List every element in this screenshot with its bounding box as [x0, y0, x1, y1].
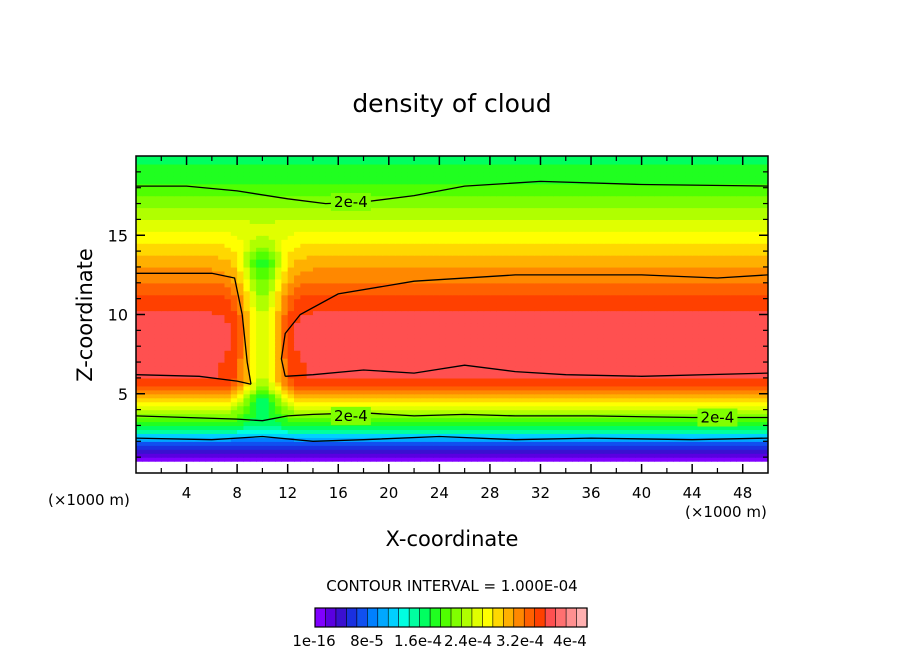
- colorbar-swatch-15: [472, 608, 483, 627]
- x-tick-label-40: 40: [632, 484, 651, 502]
- colorbar-swatch-16: [482, 608, 493, 627]
- x-tick-label-4: 4: [182, 484, 192, 502]
- x-tick-label-48: 48: [733, 484, 752, 502]
- colorbar-swatch-6: [378, 608, 389, 627]
- colorbar-label-2: 1.6e-4: [394, 632, 442, 650]
- colorbar-swatch-1: [325, 608, 336, 627]
- colorbar-label-5: 4e-4: [553, 632, 587, 650]
- x-tick-label-8: 8: [232, 484, 242, 502]
- chart-title: density of cloud: [352, 89, 551, 118]
- x-tick-label-36: 36: [581, 484, 600, 502]
- x-axis-label: X-coordinate: [386, 527, 519, 551]
- colorbar-swatch-17: [493, 608, 504, 627]
- colorbar-swatch-13: [451, 608, 462, 627]
- x-unit-right: (×1000 m): [685, 503, 767, 521]
- contour-interval-label: CONTOUR INTERVAL = 1.000E-04: [326, 577, 577, 595]
- colorbar-swatch-18: [503, 608, 514, 627]
- colorbar-label-1: 8e-5: [350, 632, 384, 650]
- colorbar-swatch-12: [441, 608, 452, 627]
- colorbar-swatch-7: [388, 608, 399, 627]
- y-tick-label-10: 10: [108, 306, 128, 325]
- colorbar-swatch-5: [367, 608, 378, 627]
- colorbar-swatch-19: [514, 608, 525, 627]
- x-tick-label-20: 20: [379, 484, 398, 502]
- y-tick-label-15: 15: [108, 226, 128, 245]
- colorbar-swatch-8: [399, 608, 410, 627]
- colorbar-label-0: 1e-16: [292, 632, 335, 650]
- x-tick-label-16: 16: [329, 484, 348, 502]
- colorbar-label-4: 3.2e-4: [496, 632, 544, 650]
- colorbar-swatch-10: [420, 608, 431, 627]
- colorbar-swatch-2: [336, 608, 347, 627]
- colorbar-swatch-0: [315, 608, 326, 627]
- colorbar-swatch-9: [409, 608, 420, 627]
- density-field: [136, 156, 769, 462]
- x-tick-label-12: 12: [278, 484, 297, 502]
- colorbar-swatch-4: [357, 608, 368, 627]
- colorbar-swatch-21: [535, 608, 546, 627]
- contour-label-0: 2e-4: [334, 193, 368, 211]
- y-tick-label-5: 5: [118, 385, 128, 404]
- colorbar: [315, 608, 587, 627]
- x-tick-label-28: 28: [480, 484, 499, 502]
- x-tick-label-24: 24: [430, 484, 449, 502]
- x-tick-label-32: 32: [531, 484, 550, 502]
- contour-label-2: 2e-4: [701, 409, 735, 427]
- colorbar-swatch-11: [430, 608, 441, 627]
- colorbar-label-3: 2.4e-4: [444, 632, 492, 650]
- colorbar-swatch-14: [461, 608, 472, 627]
- colorbar-swatch-25: [577, 608, 588, 627]
- x-tick-label-44: 44: [683, 484, 702, 502]
- colorbar-swatch-3: [346, 608, 357, 627]
- colorbar-swatch-20: [524, 608, 535, 627]
- colorbar-swatch-24: [566, 608, 577, 627]
- colorbar-swatch-23: [556, 608, 567, 627]
- y-axis-label: Z-coordinate: [73, 248, 97, 382]
- x-unit-left: (×1000 m): [48, 491, 130, 509]
- colorbar-swatch-22: [545, 608, 556, 627]
- contour-label-1: 2e-4: [334, 407, 368, 425]
